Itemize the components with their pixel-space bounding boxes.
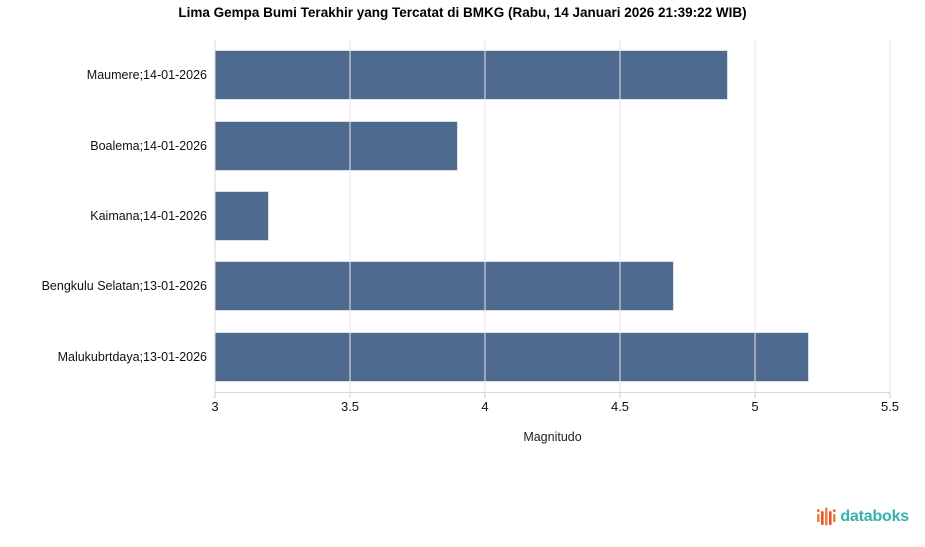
category-band: Maumere;14-01-2026 [0, 40, 207, 110]
bar-5 [215, 331, 809, 382]
gridline [349, 40, 351, 392]
category-label: Bengkulu Selatan;13-01-2026 [41, 279, 207, 294]
category-label: Maumere;14-01-2026 [86, 68, 207, 83]
databoks-logo-icon [817, 506, 836, 528]
axis-tick-mark [484, 392, 486, 398]
bars [215, 40, 890, 392]
bar-band [215, 110, 890, 180]
plot-area [214, 40, 891, 398]
chart-title: Lima Gempa Bumi Terakhir yang Tercatat d… [178, 5, 747, 20]
category-label: Malukubrtdaya;13-01-2026 [57, 349, 207, 364]
category-band: Malukubrtdaya;13-01-2026 [0, 322, 207, 392]
axis-tick-mark [754, 392, 756, 398]
x-axis-tick-labels: 3 3.5 4 4.5 5 5.5 [211, 399, 899, 415]
category-band: Bengkulu Selatan;13-01-2026 [0, 251, 207, 321]
gridline [484, 40, 486, 392]
bar-band [215, 181, 890, 251]
category-label: Kaimana;14-01-2026 [90, 209, 207, 224]
databoks-logo-text: databoks [840, 508, 909, 525]
gridline [889, 40, 891, 392]
gridline [619, 40, 621, 392]
axis-tick-mark [349, 392, 351, 398]
x-axis-tick-label: 3.5 [340, 399, 360, 414]
databoks-logo[interactable]: databoks [817, 506, 909, 528]
category-band: Boalema;14-01-2026 [0, 110, 207, 180]
x-axis-tick-label: 5 [751, 399, 759, 414]
category-label: Boalema;14-01-2026 [90, 138, 207, 153]
x-axis-tick-label: 3 [211, 399, 219, 414]
bar-band [215, 322, 890, 392]
bar-2 [215, 120, 458, 171]
axis-tick-mark [619, 392, 621, 398]
bar-band [215, 251, 890, 321]
bar-1 [215, 50, 728, 101]
x-axis-tick-label: 4.5 [610, 399, 630, 414]
gridline [214, 40, 216, 392]
gridline [754, 40, 756, 392]
x-axis-tick-label: 4 [481, 399, 489, 414]
bar-band [215, 40, 890, 110]
axis-tick-mark [214, 392, 216, 398]
bar-4 [215, 261, 674, 312]
bar-3 [215, 191, 269, 242]
category-labels: Maumere;14-01-2026 Boalema;14-01-2026 Kaim… [0, 40, 207, 392]
category-band: Kaimana;14-01-2026 [0, 181, 207, 251]
x-axis-tick-label: 5.5 [880, 399, 900, 414]
x-axis-title: Magnitudo [523, 430, 582, 444]
axis-tick-mark [889, 392, 891, 398]
